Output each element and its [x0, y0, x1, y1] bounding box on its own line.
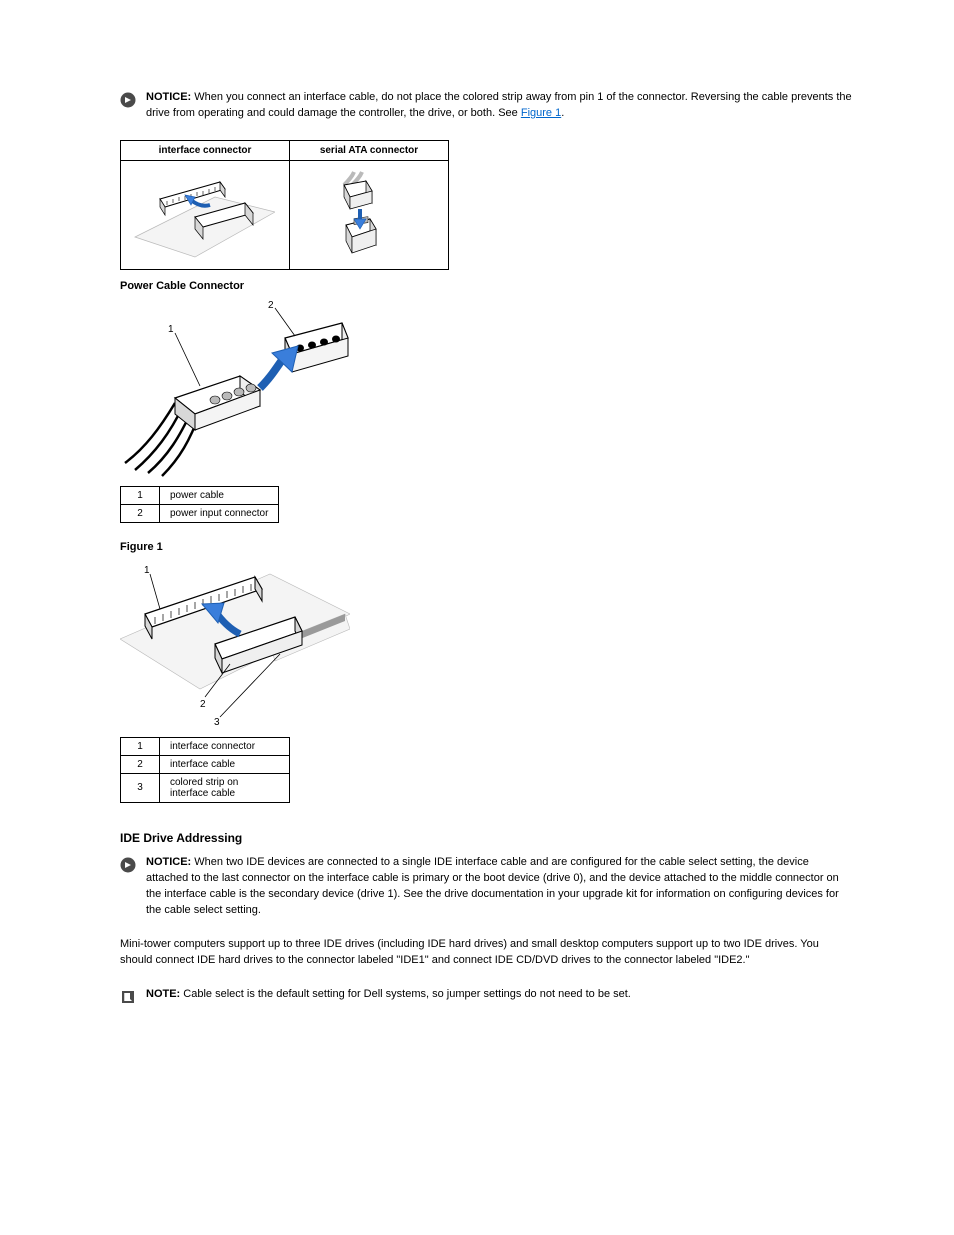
legend-num: 2 — [121, 755, 160, 773]
figure-1-link[interactable]: Figure 1 — [521, 107, 561, 119]
figure-1-diagram-box: 1 2 3 — [120, 559, 854, 729]
fig1-callout-1: 1 — [144, 565, 150, 576]
table-row: 2 power input connector — [121, 504, 279, 522]
fig1-callout-3: 3 — [214, 717, 220, 728]
sata-connector-diagram — [294, 167, 434, 262]
note-1-label: NOTE: — [146, 988, 180, 1000]
note-1: NOTE: Cable select is the default settin… — [120, 987, 854, 1005]
power-legend-table: 1 power cable 2 power input connector — [120, 486, 279, 523]
legend-label: colored strip on interface cable — [160, 773, 290, 802]
notice-2-label: NOTICE: — [146, 856, 191, 868]
conn-td-sata — [290, 160, 449, 269]
note-1-body: Cable select is the default setting for … — [180, 988, 631, 1000]
conn-th-sata: serial ATA connector — [290, 140, 449, 160]
legend-num: 3 — [121, 773, 160, 802]
legend-num: 1 — [121, 486, 160, 504]
power-callout-2: 2 — [268, 300, 274, 311]
fig1-callout-2: 2 — [200, 699, 206, 710]
table-row: 2 interface cable — [121, 755, 290, 773]
power-callout-1: 1 — [168, 324, 174, 335]
notice-2: NOTICE: When two IDE devices are connect… — [120, 855, 854, 919]
notice-1-text: NOTICE: When you connect an interface ca… — [146, 90, 854, 122]
legend-label: interface connector — [160, 737, 290, 755]
notice-icon — [120, 92, 136, 108]
notice-1-before: When you connect an interface cable, do … — [146, 91, 852, 119]
notice-1-label: NOTICE: — [146, 91, 191, 103]
legend-num: 1 — [121, 737, 160, 755]
notice-1: NOTICE: When you connect an interface ca… — [120, 90, 854, 122]
note-1-text: NOTE: Cable select is the default settin… — [146, 987, 631, 1003]
figure-1-legend-table: 1 interface connector 2 interface cable … — [120, 737, 290, 803]
notice-1-after: . — [561, 107, 564, 119]
conn-td-interface — [121, 160, 290, 269]
notice-2-body: When two IDE devices are connected to a … — [146, 856, 839, 916]
notice-icon — [120, 857, 136, 873]
power-cable-caption: Power Cable Connector — [120, 280, 854, 292]
section-heading: IDE Drive Addressing — [120, 831, 854, 845]
interface-connector-diagram — [125, 167, 275, 262]
legend-num: 2 — [121, 504, 160, 522]
section-para: Mini-tower computers support up to three… — [120, 937, 854, 969]
note-icon — [120, 989, 136, 1005]
table-row: 1 power cable — [121, 486, 279, 504]
power-cable-diagram: 1 2 — [120, 298, 350, 478]
power-cable-diagram-box: 1 2 — [120, 298, 854, 478]
figure-1-caption: Figure 1 — [120, 541, 854, 553]
legend-label: power cable — [160, 486, 279, 504]
conn-th-interface: interface connector — [121, 140, 290, 160]
notice-2-text: NOTICE: When two IDE devices are connect… — [146, 855, 854, 919]
figure-1-diagram: 1 2 3 — [120, 559, 350, 729]
table-row: 1 interface connector — [121, 737, 290, 755]
connector-table: interface connector serial ATA connector — [120, 140, 449, 270]
legend-label: interface cable — [160, 755, 290, 773]
table-row: 3 colored strip on interface cable — [121, 773, 290, 802]
legend-label: power input connector — [160, 504, 279, 522]
